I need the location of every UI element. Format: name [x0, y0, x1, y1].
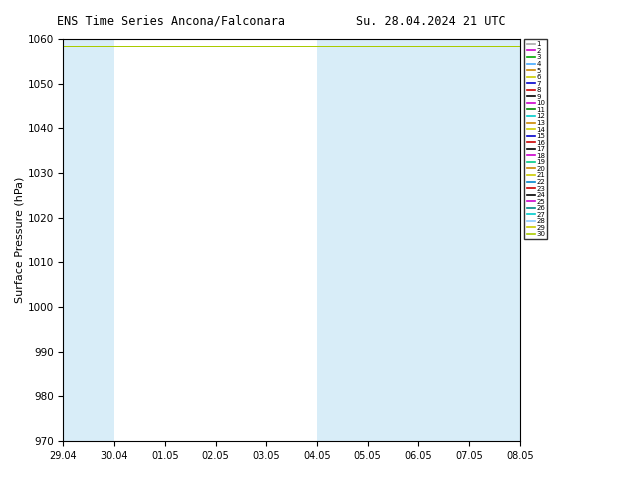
Bar [317, 39, 368, 441]
Bar [418, 39, 469, 441]
Legend: 1, 2, 3, 4, 5, 6, 7, 8, 9, 10, 11, 12, 13, 14, 15, 16, 17, 18, 19, 20, 21, 22, 2: 1, 2, 3, 4, 5, 6, 7, 8, 9, 10, 11, 12, 1… [524, 39, 547, 240]
Bar [469, 39, 520, 441]
Text: ENS Time Series Ancona/Falconara: ENS Time Series Ancona/Falconara [57, 15, 285, 28]
Text: Su. 28.04.2024 21 UTC: Su. 28.04.2024 21 UTC [356, 15, 506, 28]
Y-axis label: Surface Pressure (hPa): Surface Pressure (hPa) [15, 177, 25, 303]
Bar [63, 39, 114, 441]
Bar [368, 39, 418, 441]
